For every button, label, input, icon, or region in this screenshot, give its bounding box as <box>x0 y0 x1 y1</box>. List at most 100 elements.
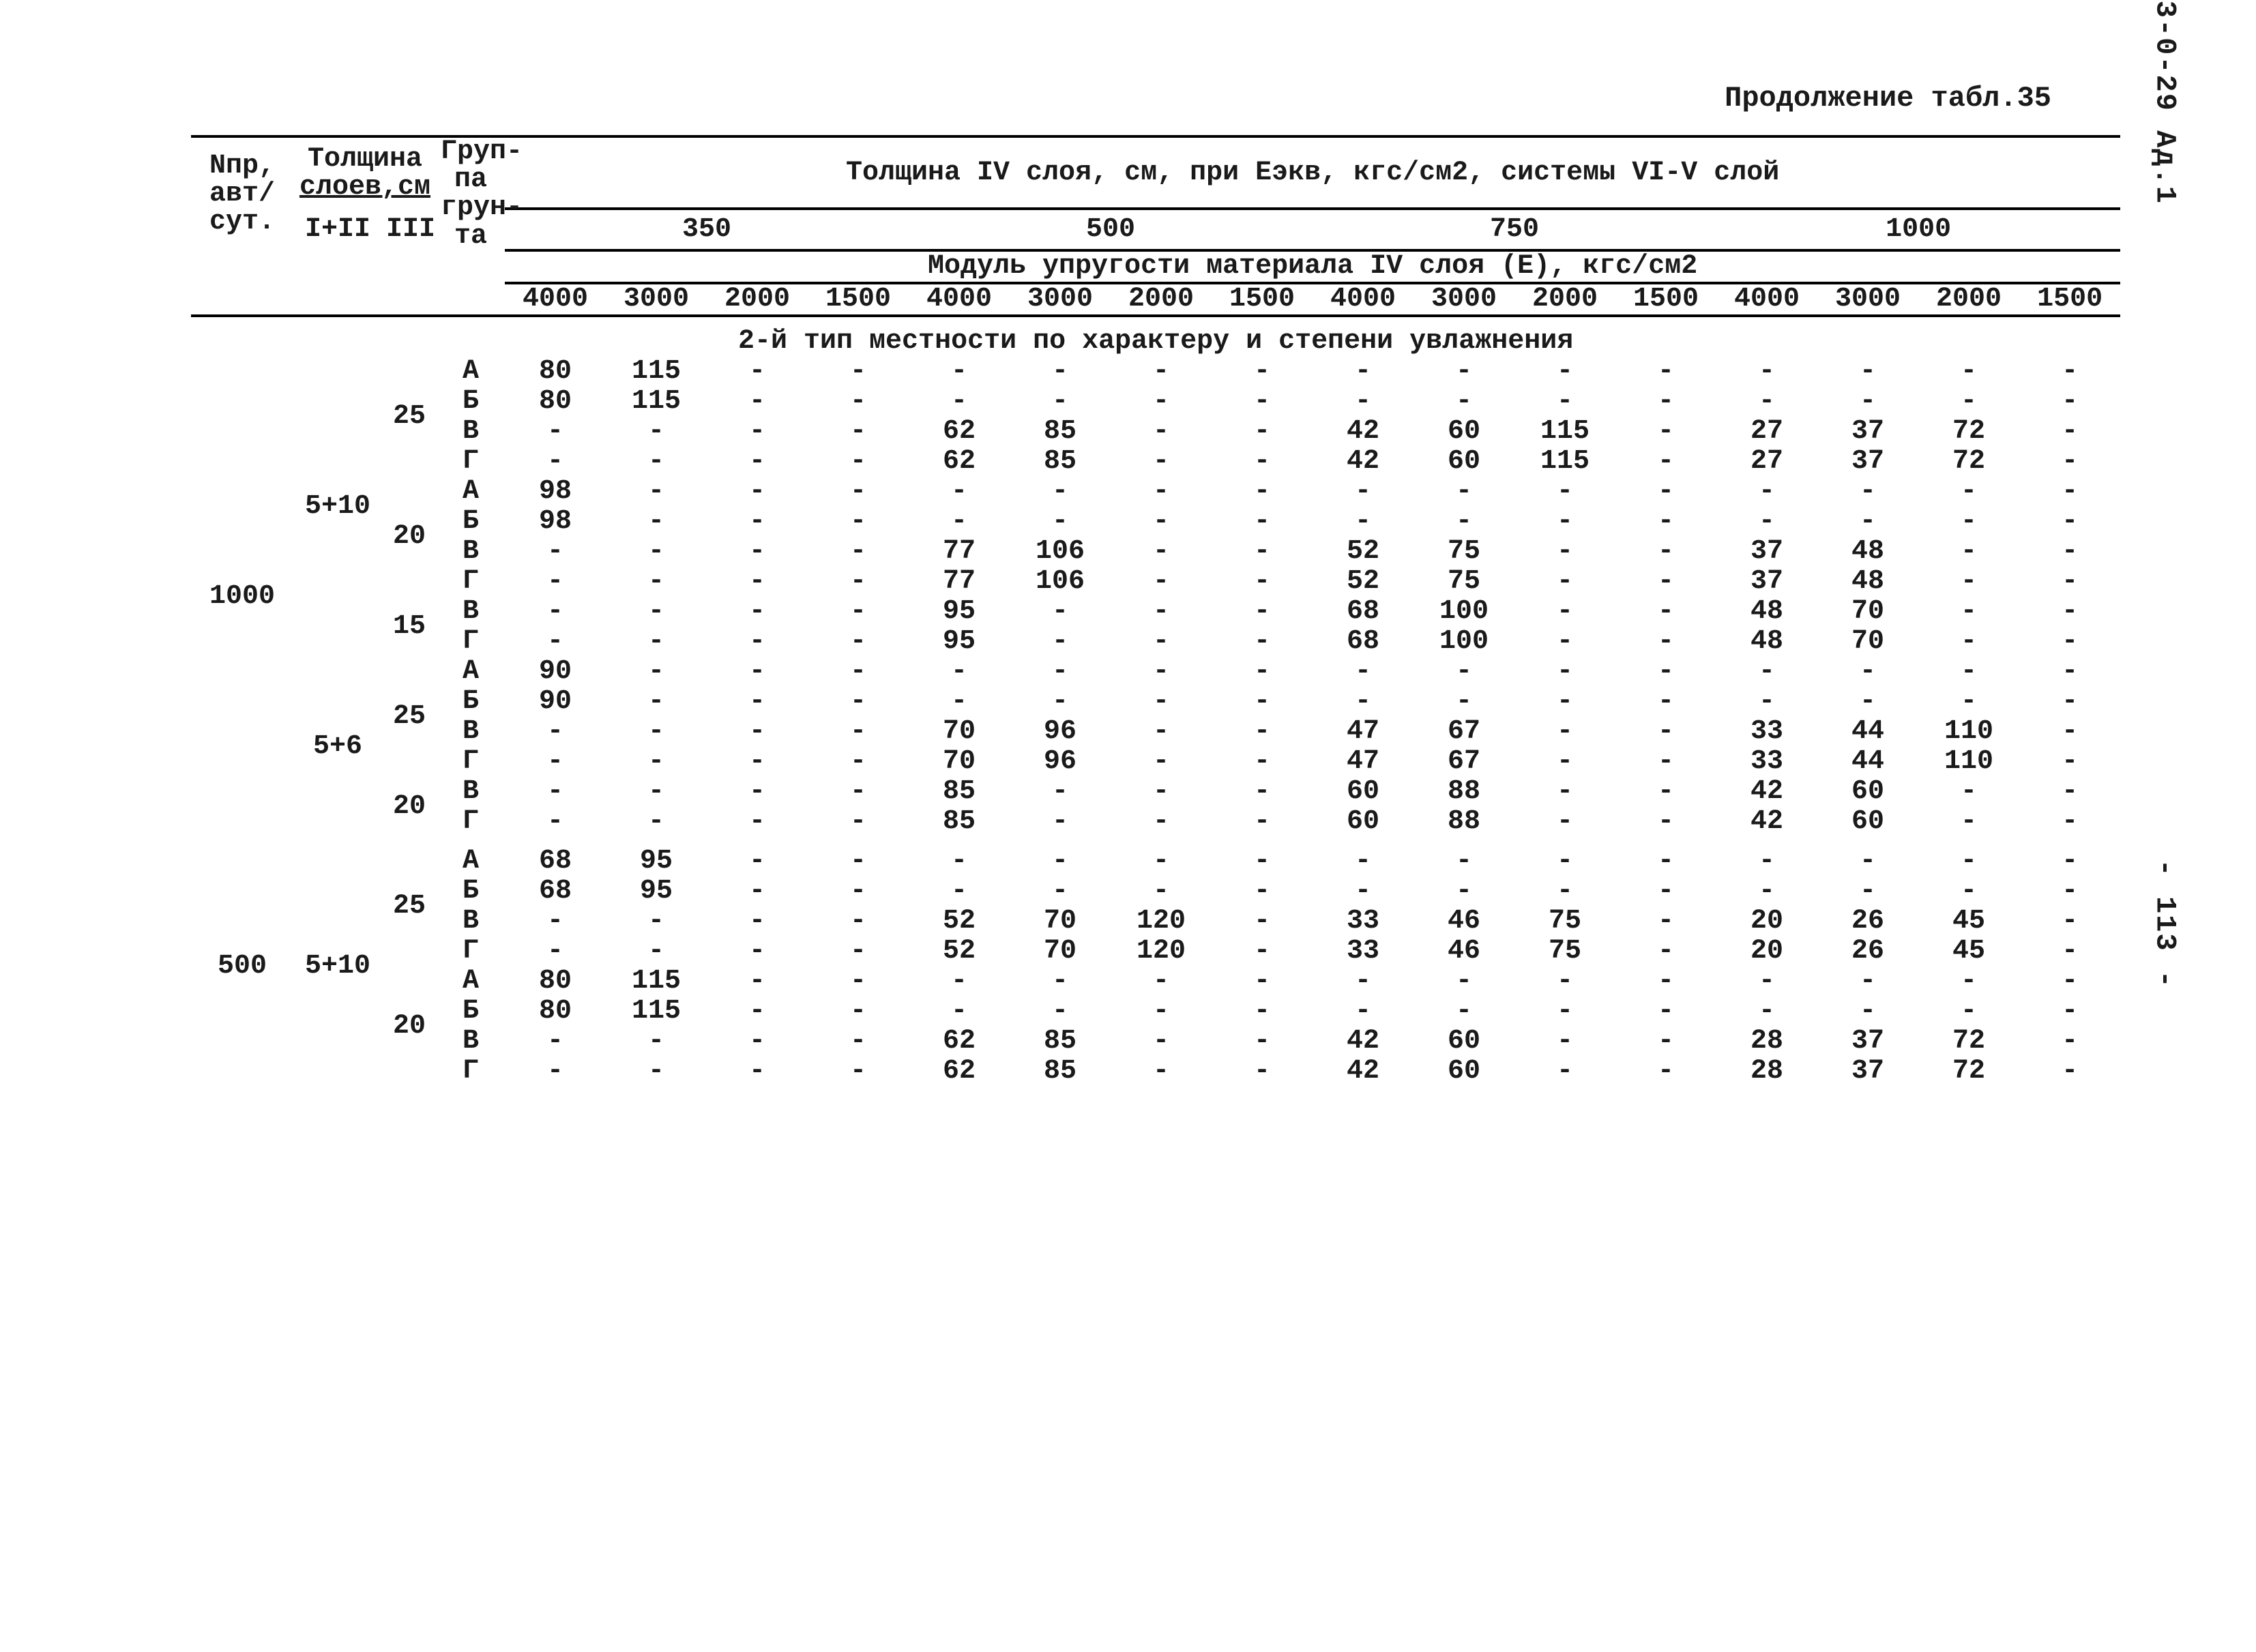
value-cell: 70 <box>909 717 1010 747</box>
value-cell: - <box>1918 846 2019 876</box>
value-cell: - <box>808 777 909 807</box>
value-cell: - <box>1010 997 1111 1027</box>
value-cell: 37 <box>1817 1057 1918 1087</box>
table-row: В----6285--4260115-273772- <box>191 417 2120 447</box>
soil-group-cell: Г <box>437 1057 505 1087</box>
value-cell: 120 <box>1111 906 1212 936</box>
value-cell: - <box>1716 876 1817 906</box>
value-cell: - <box>707 1027 808 1057</box>
value-cell: - <box>1010 597 1111 627</box>
value-cell: - <box>2019 477 2120 507</box>
value-cell: - <box>1111 846 1212 876</box>
value-cell: 26 <box>1817 906 1918 936</box>
value-cell: 68 <box>1313 627 1413 657</box>
value-cell: 46 <box>1413 936 1514 967</box>
value-cell: - <box>1716 357 1817 387</box>
value-cell: - <box>1514 997 1615 1027</box>
value-cell: 42 <box>1716 807 1817 837</box>
value-cell: - <box>505 597 606 627</box>
value-cell: - <box>1111 1057 1212 1087</box>
value-cell: - <box>808 747 909 777</box>
value-cell: 60 <box>1413 417 1514 447</box>
value-cell: 70 <box>909 747 1010 777</box>
value-cell: 37 <box>1716 537 1817 567</box>
e-val-8: 4000 <box>1313 283 1413 316</box>
value-cell: - <box>1615 657 1716 687</box>
soil-group-cell: А <box>437 846 505 876</box>
value-cell: - <box>606 507 707 537</box>
value-cell: - <box>1111 717 1212 747</box>
value-cell: - <box>1010 387 1111 417</box>
soil-group-cell: В <box>437 906 505 936</box>
value-cell: - <box>1010 967 1111 997</box>
value-cell: - <box>505 906 606 936</box>
value-cell: 46 <box>1413 906 1514 936</box>
value-cell: - <box>909 657 1010 687</box>
value-cell: - <box>1212 876 1313 906</box>
value-cell: - <box>707 627 808 657</box>
value-cell: 37 <box>1817 1027 1918 1057</box>
value-cell: - <box>2019 967 2120 997</box>
value-cell: 106 <box>1010 537 1111 567</box>
value-cell: 33 <box>1716 717 1817 747</box>
soil-group-cell: Г <box>437 627 505 657</box>
value-cell: - <box>1918 537 2019 567</box>
value-cell: 52 <box>1313 537 1413 567</box>
value-cell: - <box>606 417 707 447</box>
table-row: Г----5270120-334675-202645- <box>191 936 2120 967</box>
value-cell: 67 <box>1413 747 1514 777</box>
value-cell: - <box>909 357 1010 387</box>
value-cell: 77 <box>909 537 1010 567</box>
value-cell: - <box>707 967 808 997</box>
value-cell: - <box>909 387 1010 417</box>
table-body: 2-й тип местности по характеру и степени… <box>191 327 2120 1096</box>
value-cell: 48 <box>1817 567 1918 597</box>
value-cell: - <box>1212 387 1313 417</box>
value-cell: - <box>1615 627 1716 657</box>
e-val-13: 3000 <box>1817 283 1918 316</box>
value-cell: - <box>1615 777 1716 807</box>
value-cell: 70 <box>1817 627 1918 657</box>
section-title: 2-й тип местности по характеру и степени… <box>191 327 2120 357</box>
value-cell: - <box>2019 1027 2120 1057</box>
value-cell: - <box>909 997 1010 1027</box>
value-cell: - <box>1413 357 1514 387</box>
value-cell: - <box>1514 777 1615 807</box>
value-cell: - <box>1111 387 1212 417</box>
value-cell: - <box>707 357 808 387</box>
value-cell: - <box>1514 876 1615 906</box>
value-cell: 45 <box>1918 936 2019 967</box>
value-cell: - <box>1010 807 1111 837</box>
value-cell: 20 <box>1716 906 1817 936</box>
thick-b-cell: 25 <box>382 657 437 777</box>
value-cell: - <box>1615 537 1716 567</box>
value-cell: - <box>707 876 808 906</box>
value-cell: 27 <box>1716 447 1817 477</box>
col-group-l3: грун- <box>441 192 523 223</box>
value-cell: - <box>1010 507 1111 537</box>
table-continuation-caption: Продолжение табл.35 <box>191 82 2079 115</box>
table-row: 5005+1025А6895-------------- <box>191 846 2120 876</box>
value-cell: - <box>1615 807 1716 837</box>
value-cell: 85 <box>909 807 1010 837</box>
e-values-row: 4000 3000 2000 1500 4000 3000 2000 1500 … <box>191 283 2120 316</box>
value-cell: 60 <box>1313 777 1413 807</box>
document-code: ТПР 503-0-29 Ад.1 <box>2148 0 2181 205</box>
value-cell: 115 <box>1514 417 1615 447</box>
table-row: Б80115-------------- <box>191 997 2120 1027</box>
value-cell: 70 <box>1010 936 1111 967</box>
col-thick-l2: слоев,см <box>299 172 430 203</box>
value-cell: 85 <box>909 777 1010 807</box>
col-thick-sub-b: III <box>382 209 437 250</box>
soil-group-cell: Г <box>437 447 505 477</box>
value-cell: - <box>606 537 707 567</box>
value-cell: - <box>1413 507 1514 537</box>
value-cell: 85 <box>1010 1057 1111 1087</box>
value-cell: - <box>707 447 808 477</box>
value-cell: - <box>2019 357 2120 387</box>
e-val-11: 1500 <box>1615 283 1716 316</box>
table-row: В----77106--5275--3748-- <box>191 537 2120 567</box>
e-val-0: 4000 <box>505 283 606 316</box>
value-cell: - <box>808 447 909 477</box>
value-cell: 96 <box>1010 717 1111 747</box>
